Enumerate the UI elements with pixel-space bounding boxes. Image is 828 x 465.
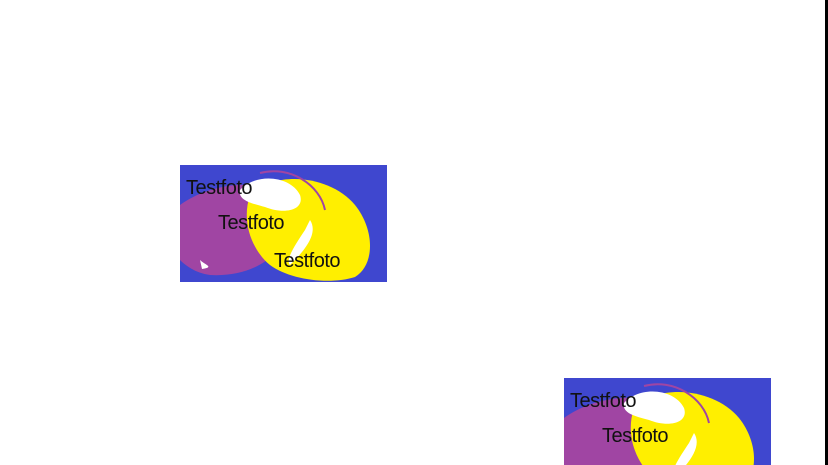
photo-label: Testfoto <box>218 212 285 234</box>
photo-label: Testfoto <box>570 390 637 412</box>
test-photo-image[interactable]: Testfoto Testfoto Testfoto <box>564 378 771 465</box>
test-photo-graphic <box>564 378 771 465</box>
photo-label: Testfoto <box>602 425 669 447</box>
page-edge-divider <box>825 0 828 465</box>
photo-label: Testfoto <box>658 463 725 465</box>
test-photo-graphic <box>180 165 387 282</box>
photo-label: Testfoto <box>186 177 253 199</box>
test-photo-image[interactable]: Testfoto Testfoto Testfoto <box>180 165 387 282</box>
photo-label: Testfoto <box>274 250 341 272</box>
